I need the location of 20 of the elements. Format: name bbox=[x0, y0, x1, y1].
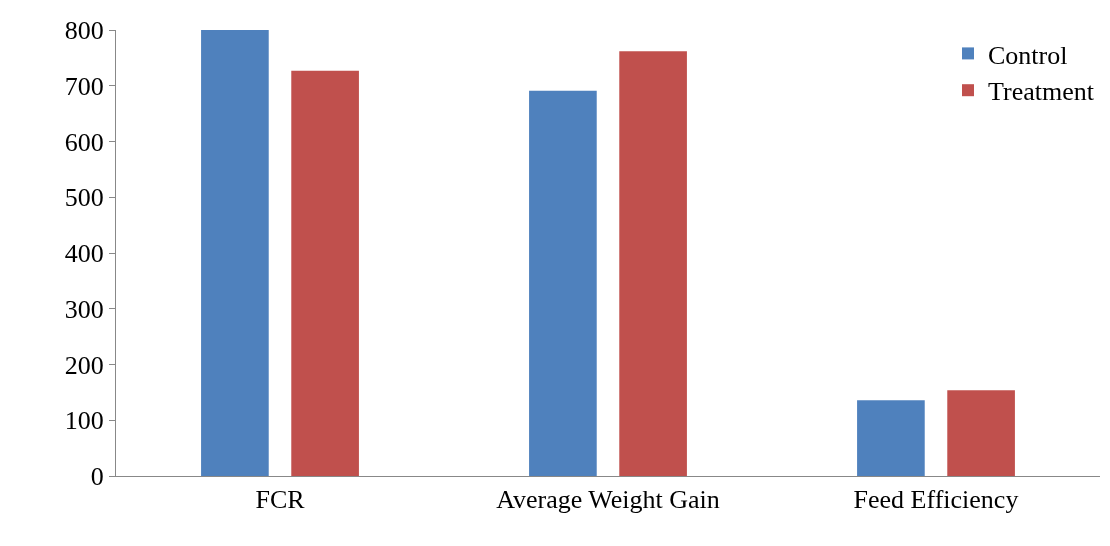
legend-label: Treatment bbox=[988, 77, 1095, 107]
y-tick-label: 0 bbox=[90, 462, 104, 492]
x-tick-label: Average Weight Gain bbox=[496, 485, 720, 515]
bar bbox=[619, 51, 687, 476]
y-tick-label: 200 bbox=[64, 350, 104, 380]
bar bbox=[947, 390, 1015, 476]
bar bbox=[857, 400, 925, 476]
y-tick-label: 800 bbox=[64, 16, 104, 46]
x-tick-label: Feed Efficiency bbox=[853, 485, 1019, 515]
y-tick-label: 500 bbox=[64, 183, 104, 213]
y-tick-label: 400 bbox=[64, 239, 104, 269]
y-tick-label: 700 bbox=[64, 71, 104, 101]
legend-label: Control bbox=[988, 40, 1068, 70]
bar bbox=[201, 30, 269, 476]
bar bbox=[529, 90, 597, 476]
y-tick-label: 600 bbox=[64, 127, 104, 157]
bar bbox=[291, 70, 359, 476]
y-tick-label: 100 bbox=[64, 406, 104, 436]
y-tick-label: 300 bbox=[64, 294, 104, 324]
x-tick-label: FCR bbox=[255, 485, 306, 515]
